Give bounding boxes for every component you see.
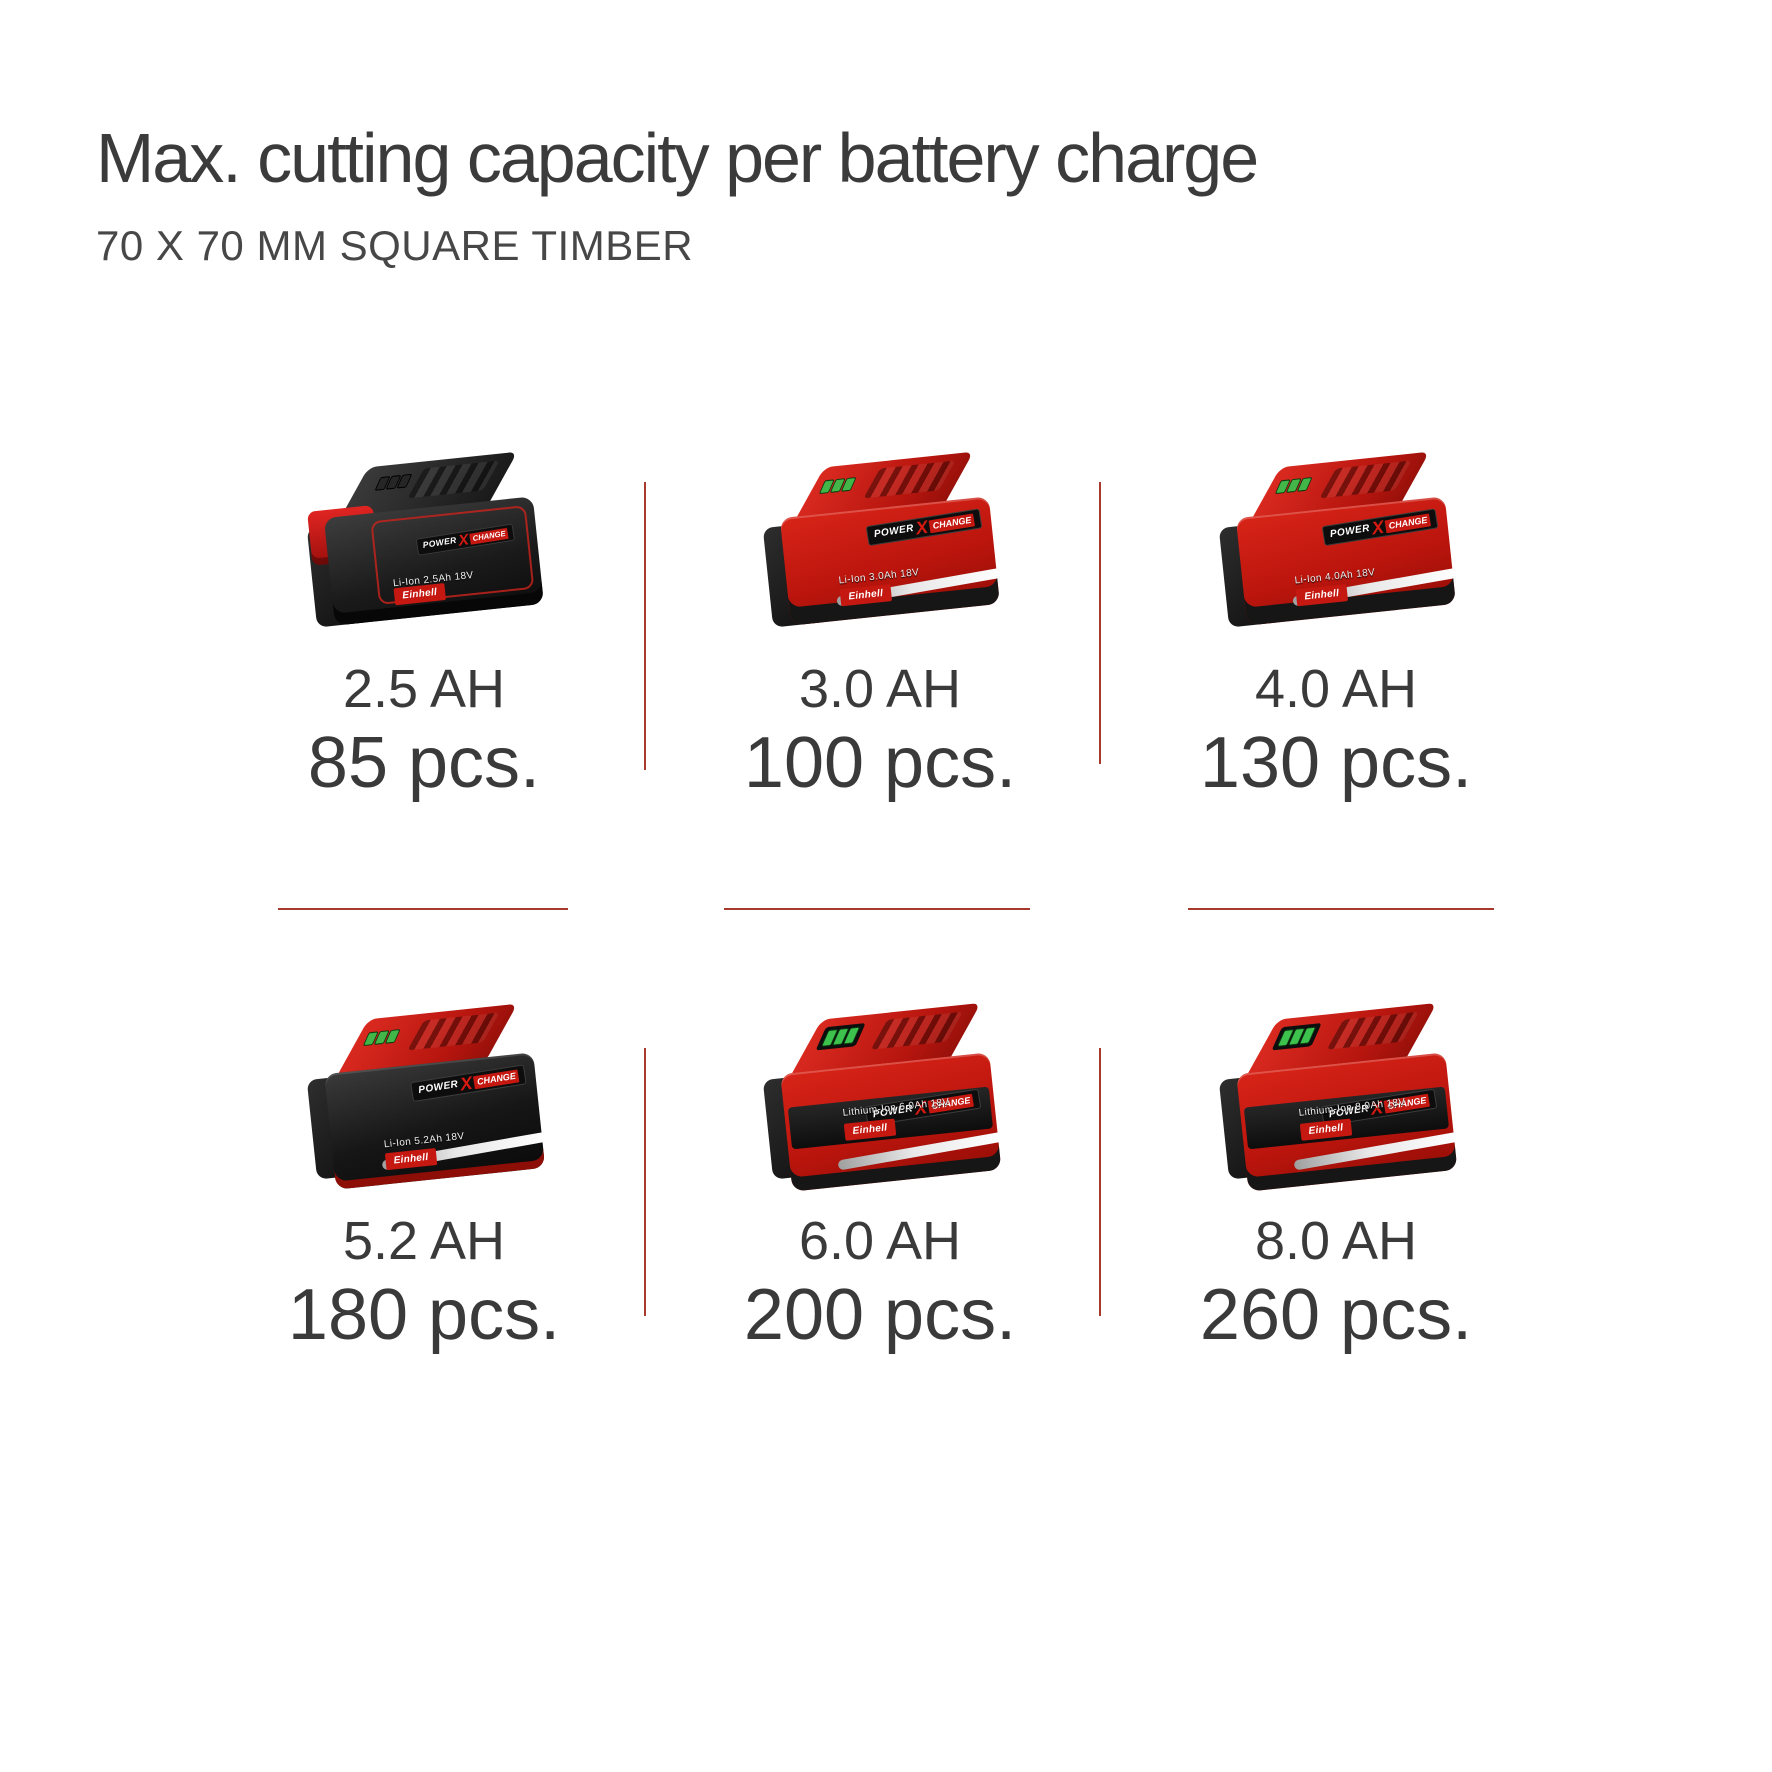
battery-icon: POWER X CHANGE Li-Ion 3.0Ah 18V Einhell [744,441,1015,664]
battery-icon: POWER X CHANGE Li-Ion 2.5Ah 18V Einhell [288,441,559,664]
power-x-change-logo: POWER X CHANGE [1321,507,1439,547]
logo-power-text: POWER [1328,522,1371,540]
pieces-value: 260 pcs. [1199,1275,1473,1355]
einhell-logo: Einhell [384,1147,438,1170]
logo-change-text: CHANGE [472,1068,520,1089]
battery-cell-6-0ah: POWER X CHANGE Lithium-Ion 6.0Ah 18V Einhe… [652,1002,1108,1357]
page-subtitle: 70 X 70 MM SQUARE TIMBER [96,222,694,269]
battery-front-face: POWER X CHANGE Li-Ion 2.5Ah 18V Einhell [323,495,544,626]
logo-x-text: X [456,530,470,549]
capacity-label: 8.0 AH [1254,1211,1418,1271]
battery-front-face: POWER X CHANGE Lithium-Ion 8.0Ah 18V Einhe… [1236,1051,1461,1192]
capacity-label: 4.0 AH [1254,659,1418,719]
capacity-label: 3.0 AH [798,659,962,719]
logo-power-text: POWER [872,522,915,540]
capacity-label: 6.0 AH [798,1211,962,1271]
logo-power-text: POWER [417,1078,459,1096]
vertical-divider-row2-col1-col2 [644,1048,646,1316]
logo-change-text: CHANGE [1384,512,1431,533]
battery-front-face: POWER X CHANGE Lithium-Ion 6.0Ah 18V Einhe… [780,1051,1005,1192]
battery-icon: POWER X CHANGE Li-Ion 5.2Ah 18V Einhell [288,993,559,1216]
horizontal-divider-col3 [1188,908,1494,910]
battery-photo: POWER X CHANGE Li-Ion 3.0Ah 18V Einhell [652,450,1108,655]
pieces-value: 130 pcs. [1199,723,1473,803]
pieces-value: 200 pcs. [743,1275,1017,1355]
logo-x-text: X [914,516,930,538]
battery-icon: POWER X CHANGE Lithium-Ion 6.0Ah 18V Einhe… [744,993,1015,1216]
battery-icon: POWER X CHANGE Lithium-Ion 8.0Ah 18V Einhe… [1200,993,1471,1216]
battery-front-face: POWER X CHANGE Li-Ion 3.0Ah 18V Einhell [779,495,1004,626]
horizontal-divider-col1 [278,908,568,910]
logo-change-text: CHANGE [469,527,509,544]
capacity-label: 5.2 AH [342,1211,506,1271]
battery-photo: POWER X CHANGE Lithium-Ion 6.0Ah 18V Einhe… [652,1002,1108,1207]
logo-power-text: POWER [421,535,458,551]
power-x-change-logo: POWER X CHANGE [865,507,983,547]
battery-cell-8-0ah: POWER X CHANGE Lithium-Ion 8.0Ah 18V Einhe… [1108,1002,1564,1357]
battery-cell-4-0ah: POWER X CHANGE Li-Ion 4.0Ah 18V Einhell 4.… [1108,450,1564,805]
einhell-logo: Einhell [839,583,892,606]
logo-change-text: CHANGE [928,512,975,533]
battery-cell-5-2ah: POWER X CHANGE Li-Ion 5.2Ah 18V Einhell 5.… [196,1002,652,1357]
battery-photo: POWER X CHANGE Lithium-Ion 8.0Ah 18V Einhe… [1108,1002,1564,1207]
battery-photo: POWER X CHANGE Li-Ion 4.0Ah 18V Einhell [1108,450,1564,655]
battery-front-face: POWER X CHANGE Li-Ion 4.0Ah 18V Einhell [1235,495,1460,626]
vertical-divider-row2-col2-col3 [1099,1048,1101,1316]
battery-front-face: POWER X CHANGE Li-Ion 5.2Ah 18V Einhell [324,1051,549,1190]
einhell-logo: Einhell [1295,583,1348,606]
battery-photo: POWER X CHANGE Li-Ion 5.2Ah 18V Einhell [196,1002,652,1207]
capacity-label: 2.5 AH [342,659,506,719]
battery-icon: POWER X CHANGE Li-Ion 4.0Ah 18V Einhell [1200,441,1471,664]
logo-x-text: X [458,1072,474,1094]
logo-x-text: X [1370,516,1386,538]
horizontal-divider-col2 [724,908,1030,910]
pieces-value: 180 pcs. [287,1275,561,1355]
battery-photo: POWER X CHANGE Li-Ion 2.5Ah 18V Einhell [196,450,652,655]
power-x-change-logo: POWER X CHANGE [409,1063,527,1103]
battery-cell-2-5ah: POWER X CHANGE Li-Ion 2.5Ah 18V Einhell 2.… [196,450,652,805]
vertical-divider-row1-col2-col3 [1099,482,1101,764]
page-title: Max. cutting capacity per battery charge [96,119,1259,197]
pieces-value: 85 pcs. [307,723,541,803]
pieces-value: 100 pcs. [743,723,1017,803]
vertical-divider-row1-col1-col2 [644,482,646,770]
battery-cell-3-0ah: POWER X CHANGE Li-Ion 3.0Ah 18V Einhell 3.… [652,450,1108,805]
